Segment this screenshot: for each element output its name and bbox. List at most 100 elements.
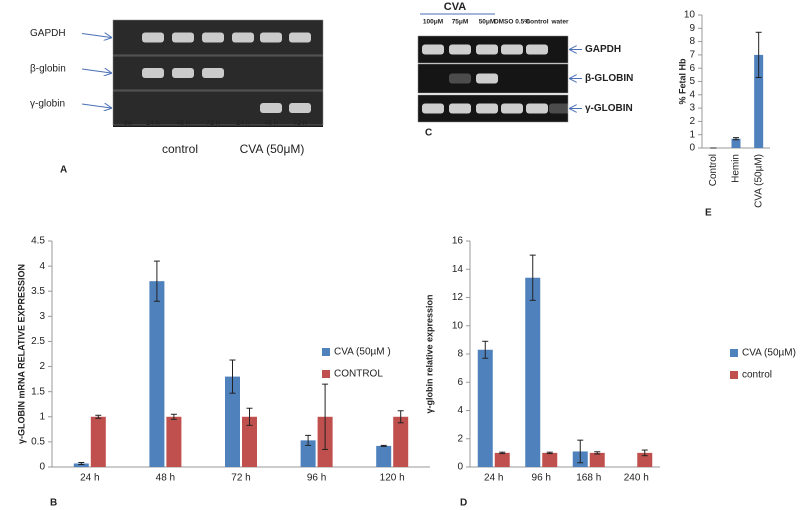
- bar: [542, 452, 558, 467]
- error-bar: [594, 451, 601, 455]
- bar: [731, 138, 741, 148]
- lane-label: 24 h: [236, 120, 250, 127]
- error-bar: [499, 451, 506, 455]
- x-tick-label: 120 h: [380, 473, 405, 484]
- legend-swatch: [322, 370, 330, 378]
- bar: [300, 440, 316, 467]
- gel-band: [549, 103, 571, 114]
- bar: [149, 281, 165, 467]
- lane-label: 24 h: [146, 120, 160, 127]
- y-axis-label: γ-GLOBIN mRNA RELATIVE EXPRESSION: [16, 264, 26, 444]
- arrow: [81, 104, 111, 108]
- y-tick-label: 1: [689, 129, 695, 140]
- bar: [477, 349, 493, 467]
- y-axis-label: % Fetal Hb: [677, 58, 687, 105]
- bar: [166, 416, 182, 467]
- error-bar: [153, 260, 160, 302]
- x-tick-label: 24 h: [80, 473, 99, 484]
- y-tick-label: 5: [689, 76, 695, 87]
- y-tick-label: 12: [452, 292, 464, 303]
- bar: [90, 416, 106, 467]
- gel-band: [422, 44, 444, 55]
- y-tick-label: 6: [457, 377, 463, 388]
- lane-label: water: [551, 19, 569, 26]
- gel-band: [172, 32, 194, 43]
- lane-label: 48 h: [176, 120, 190, 127]
- group-label: control: [162, 142, 198, 156]
- y-tick-label: 16: [452, 236, 464, 247]
- lane-label: dw: [124, 120, 134, 127]
- lane-label: 48 h: [264, 120, 278, 127]
- error-bar: [78, 461, 85, 465]
- error-bar: [397, 410, 404, 424]
- x-tick-label: 24 h: [484, 473, 503, 484]
- panel-label: A: [60, 165, 67, 176]
- panel-label: E: [705, 208, 712, 219]
- gel-band: [422, 103, 444, 114]
- gel-band: [202, 32, 224, 43]
- gel-band: [202, 68, 224, 78]
- gel-row-label: γ-globin: [30, 99, 65, 110]
- legend-label: CONTROL: [334, 369, 383, 380]
- error-bar: [482, 340, 489, 359]
- error-bar: [95, 414, 102, 419]
- y-tick-label: 7: [689, 50, 695, 61]
- y-tick-label: 8: [457, 349, 463, 360]
- gel-band: [142, 68, 164, 78]
- x-tick-label: Hemin: [731, 154, 742, 183]
- error-bar: [380, 444, 387, 447]
- gel-row-label: GAPDH: [30, 28, 66, 39]
- y-tick-label: 2: [457, 433, 463, 444]
- x-tick-label: Control: [708, 154, 719, 186]
- gel-band: [526, 44, 548, 55]
- x-tick-label: 96 h: [307, 473, 326, 484]
- error-bar: [546, 451, 553, 455]
- bar: [589, 452, 605, 467]
- y-tick-label: 3: [689, 103, 695, 114]
- panel-label: C: [425, 128, 432, 139]
- error-bar: [641, 449, 648, 457]
- lane-label: DMSO 0.5%: [494, 19, 530, 26]
- error-bar: [170, 413, 177, 420]
- gel-band: [476, 73, 498, 84]
- gel-row-label: γ-GLOBIN: [585, 103, 633, 114]
- x-tick-label: 96 h: [532, 473, 551, 484]
- error-bar: [246, 407, 253, 426]
- gel-band: [526, 103, 548, 114]
- y-tick-label: 2: [39, 361, 45, 372]
- gel-header: CVA: [444, 1, 466, 13]
- gel-row-label: GAPDH: [585, 44, 621, 55]
- gel-band: [260, 103, 282, 113]
- y-tick-label: 14: [452, 264, 464, 275]
- error-bar: [755, 31, 762, 79]
- bar: [376, 445, 392, 467]
- x-tick-label: 240 h: [624, 473, 649, 484]
- bar: [242, 416, 257, 467]
- gel-band: [142, 32, 164, 43]
- bar: [754, 54, 764, 148]
- error-bar: [577, 439, 584, 464]
- gel-band: [449, 73, 471, 84]
- y-tick-label: 4.5: [31, 236, 45, 247]
- y-tick-label: 9: [689, 23, 695, 34]
- gel-band: [449, 103, 471, 114]
- bar: [225, 376, 240, 467]
- y-tick-label: 2: [689, 116, 695, 127]
- y-tick-label: 3.5: [31, 286, 45, 297]
- gel-band: [289, 32, 311, 43]
- gel-band: [172, 68, 194, 78]
- error-bar: [733, 137, 739, 141]
- legend-label: CVA (50µM ): [334, 347, 391, 358]
- legend-label: control: [742, 370, 772, 381]
- lane-label: 50μM: [479, 19, 496, 26]
- gel-band: [501, 44, 523, 55]
- panel-label: B: [50, 498, 57, 509]
- gel-band: [501, 103, 523, 114]
- y-tick-label: 6: [689, 63, 695, 74]
- legend-swatch: [730, 371, 738, 379]
- y-tick-label: 4: [457, 405, 463, 416]
- bar: [637, 452, 653, 467]
- lane-label: 75μM: [452, 19, 469, 26]
- y-tick-label: 4: [689, 89, 695, 100]
